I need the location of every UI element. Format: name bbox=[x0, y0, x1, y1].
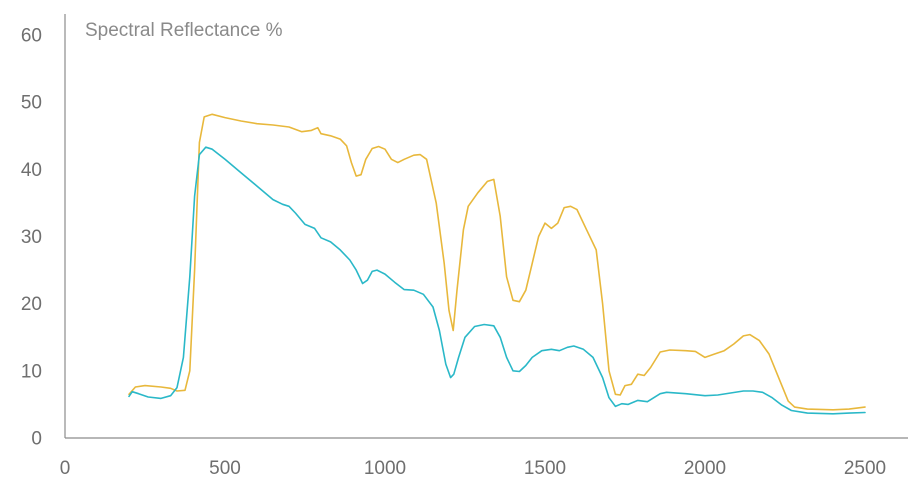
y-tick-label: 40 bbox=[21, 160, 42, 181]
series-line-1 bbox=[128, 113, 866, 411]
y-axis-ticks: 0 10 20 30 40 50 60 bbox=[21, 26, 42, 450]
x-axis-ticks: 0 500 1000 1500 2000 2500 bbox=[60, 458, 886, 479]
x-tick-label: 1500 bbox=[524, 458, 566, 479]
y-tick-label: 0 bbox=[31, 429, 42, 450]
y-tick-label: 20 bbox=[21, 294, 42, 315]
y-tick-label: 30 bbox=[21, 227, 42, 248]
series-layer bbox=[128, 113, 866, 415]
y-tick-label: 60 bbox=[21, 26, 42, 47]
chart-title: Spectral Reflectance % bbox=[85, 20, 283, 41]
x-tick-label: 2500 bbox=[844, 458, 886, 479]
x-tick-label: 1000 bbox=[364, 458, 406, 479]
y-tick-label: 50 bbox=[21, 93, 42, 114]
x-tick-label: 500 bbox=[209, 458, 241, 479]
series-line-2 bbox=[128, 146, 866, 415]
x-tick-label: 2000 bbox=[684, 458, 726, 479]
y-tick-label: 10 bbox=[21, 361, 42, 382]
x-tick-label: 0 bbox=[60, 458, 71, 479]
